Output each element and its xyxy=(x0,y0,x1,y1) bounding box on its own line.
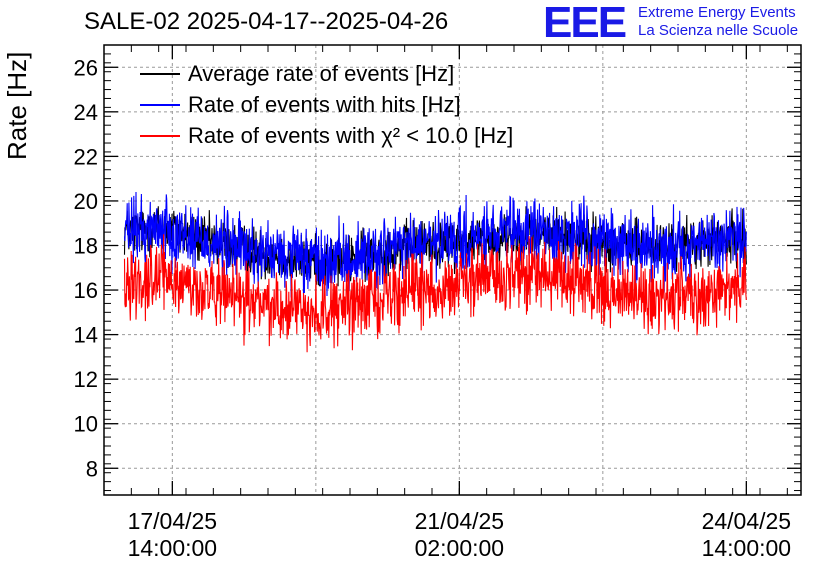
series-line-2 xyxy=(123,234,747,353)
axis-ticks xyxy=(103,45,801,495)
y-tick-label: 18 xyxy=(74,233,98,258)
y-tick-label: 26 xyxy=(74,55,98,80)
logo-line-1: Extreme Energy Events xyxy=(638,4,796,21)
x-tick-date: 17/04/25 xyxy=(127,508,218,534)
legend-label-average: Average rate of events [Hz] xyxy=(188,61,455,86)
y-tick-label: 20 xyxy=(74,189,98,214)
y-tick-label: 24 xyxy=(74,100,98,125)
y-tick-label: 14 xyxy=(74,323,98,348)
x-tick-time: 14:00:00 xyxy=(701,535,792,561)
x-tick-label: 17/04/25 14:00:00 xyxy=(102,508,242,562)
series-group xyxy=(123,191,747,353)
y-tick-label: 10 xyxy=(74,412,98,437)
series-line-1 xyxy=(123,191,747,298)
y-axis-label: Rate [Hz] xyxy=(2,51,32,160)
x-tick-label: 24/04/25 14:00:00 xyxy=(676,508,816,562)
x-tick-date: 24/04/25 xyxy=(701,508,792,534)
legend-swatch-chi2 xyxy=(140,135,180,137)
legend-label-hits: Rate of events with hits [Hz] xyxy=(188,92,461,117)
x-tick-date: 21/04/25 xyxy=(414,508,505,534)
x-tick-time: 14:00:00 xyxy=(127,535,218,561)
chart-title: SALE-02 2025-04-17--2025-04-26 xyxy=(84,8,449,35)
x-tick-label: 21/04/25 02:00:00 xyxy=(389,508,529,562)
y-tick-labels: 8 10 12 14 16 18 20 22 24 26 xyxy=(74,55,98,481)
legend-label-chi2: Rate of events with χ² < 10.0 [Hz] xyxy=(188,123,514,148)
x-tick-time: 02:00:00 xyxy=(414,535,505,561)
y-tick-label: 22 xyxy=(74,144,98,169)
y-tick-label: 8 xyxy=(86,456,98,481)
legend-swatch-average xyxy=(140,73,180,75)
logo-line-2: La Scienza nelle Scuole xyxy=(638,22,799,39)
y-tick-label: 12 xyxy=(74,367,98,392)
legend-swatch-hits xyxy=(140,104,180,106)
plot-frame xyxy=(103,44,802,496)
y-tick-label: 16 xyxy=(74,278,98,303)
logo-caption: Extreme Energy Events La Scienza nelle S… xyxy=(638,4,798,40)
eee-logo: EEE xyxy=(543,0,627,47)
